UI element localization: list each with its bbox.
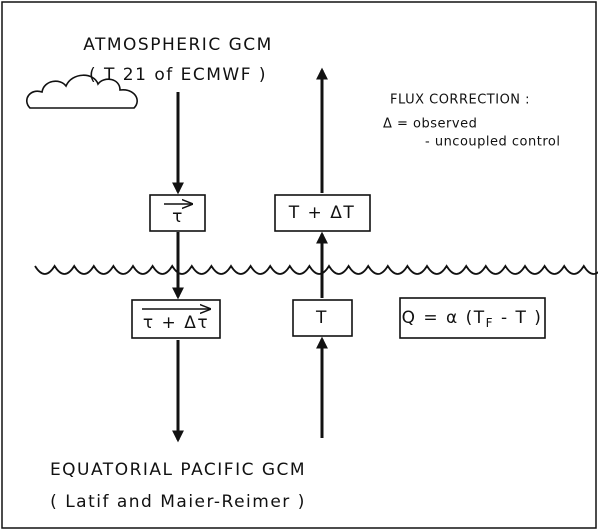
box — [274, 194, 371, 232]
box — [399, 297, 546, 339]
sea-surface — [34, 264, 598, 275]
box-label: τ + Δτ — [143, 313, 209, 333]
box-label: T + ΔT — [288, 203, 355, 223]
ocean-title: EQUATORIAL PACIFIC GCM — [50, 460, 306, 480]
atmosphere-subtitle: ( T 21 of ECMWF ) — [89, 65, 267, 85]
box — [149, 194, 206, 232]
formula: Q = α (TF - T ) — [402, 308, 543, 330]
ocean-subtitle: ( Latif and Maier-Reimer ) — [50, 492, 306, 512]
cloud — [26, 74, 138, 109]
atmosphere-title: ATMOSPHERIC GCM — [83, 35, 273, 55]
flux-line: Δ = observed — [383, 117, 477, 132]
flux-line: - uncoupled control — [425, 135, 560, 150]
flux-title: FLUX CORRECTION : — [390, 93, 530, 108]
box-label: T — [315, 308, 328, 328]
box-label: τ — [172, 207, 184, 227]
box — [292, 299, 353, 337]
